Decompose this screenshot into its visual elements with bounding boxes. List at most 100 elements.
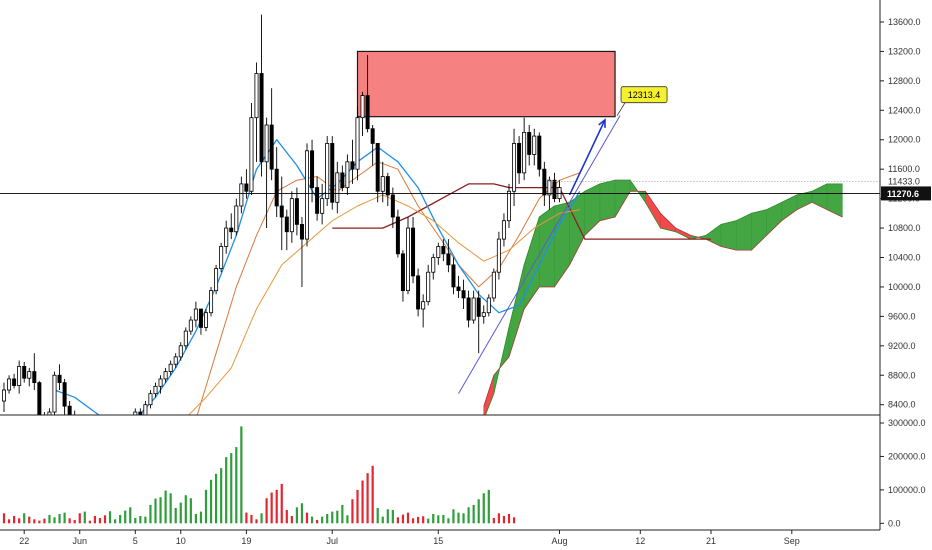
volume-bar-up [83, 511, 86, 524]
candle-down [350, 161, 355, 170]
candle-up [214, 268, 219, 292]
time-tick-label: 15 [433, 536, 443, 546]
candle-up [168, 363, 173, 372]
volume-bar-up [184, 495, 187, 524]
volume-bar-up [108, 511, 112, 524]
last-close-axis-label: 11433.0 [888, 176, 920, 186]
volume-bar-up [346, 515, 349, 524]
candle-down [67, 405, 72, 415]
candle-down [315, 187, 320, 214]
volume-bar-down [68, 518, 71, 524]
candle-up [481, 312, 486, 317]
candle-down [461, 290, 466, 299]
volume-bar-down [28, 516, 31, 524]
candle-down [62, 382, 67, 407]
time-tick-label: Jun [72, 536, 87, 546]
volume-bar-down [290, 515, 293, 524]
volume-bar-down [78, 513, 81, 524]
candle-up [133, 411, 138, 415]
candle-up [506, 190, 511, 222]
volume-bar-down [406, 512, 410, 524]
resistance-zone [356, 50, 616, 118]
candle-up [193, 308, 198, 321]
candle-up [43, 419, 46, 423]
candles [2, 14, 562, 456]
candle-up [335, 172, 340, 203]
candle-up [421, 301, 426, 310]
candle-up [173, 356, 178, 365]
candle-up [114, 445, 117, 449]
candle-down [385, 176, 390, 196]
volume-bar-down [245, 512, 248, 524]
candle-down [269, 124, 274, 170]
volume-bar-down [18, 518, 21, 524]
price-tick-label: 12800.0 [888, 76, 921, 86]
volume-bar-up [336, 510, 339, 524]
volume-bar-up [376, 507, 379, 524]
candle-up [431, 257, 436, 273]
volume-bar-down [73, 519, 76, 524]
volume-bar-down [512, 517, 516, 524]
volume-bar-up [381, 516, 384, 524]
candle-down [279, 205, 284, 218]
price-tick-label: 8400.0 [888, 400, 916, 410]
volume-bar-down [492, 517, 495, 524]
current-price-label: 11270.6 [887, 189, 919, 199]
volume-bar-up [179, 502, 182, 524]
volume-bar-down [366, 473, 369, 524]
volume-bar-up [235, 447, 238, 524]
price-tick-label: 12000.0 [888, 135, 921, 145]
candle-down [37, 382, 42, 415]
candle-up [17, 366, 22, 386]
candle-up [547, 179, 552, 196]
volume-bar-down [411, 518, 415, 524]
candle-down [552, 179, 557, 200]
volume-bar-up [452, 509, 455, 524]
volume-bar-down [43, 518, 46, 524]
candle-down [451, 264, 456, 288]
candle-down [229, 227, 234, 233]
time-tick-label: 22 [19, 536, 29, 546]
candle-down [466, 297, 471, 321]
volume-bar-up [295, 507, 298, 524]
price-tick-label: 11600.0 [888, 164, 920, 174]
volume-bar-up [341, 504, 344, 524]
candle-up [522, 131, 527, 174]
candle-up [158, 378, 163, 387]
volume-bar-up [225, 457, 228, 524]
volume-bars [2, 426, 516, 524]
candle-down [244, 183, 249, 192]
candle-up [360, 95, 365, 119]
cloud-segment [751, 209, 767, 251]
candle-down [294, 198, 299, 225]
candle-down [527, 131, 532, 155]
candle-up [108, 449, 111, 456]
candle-down [446, 253, 451, 266]
volume-bar-up [386, 509, 389, 524]
current-price-badge [881, 186, 931, 201]
candle-down [88, 427, 91, 438]
candle-up [532, 135, 537, 155]
target-arrow-head [598, 118, 606, 128]
candle-up [203, 312, 208, 328]
time-tick-label: Jul [326, 536, 338, 546]
volume-bar-up [310, 516, 314, 524]
volume-bar-up [432, 513, 435, 524]
candle-up [239, 183, 244, 207]
volume-bar-up [472, 504, 475, 524]
cloud-segment [720, 220, 737, 251]
volume-bar-down [356, 489, 359, 524]
volume-bar-down [351, 499, 354, 524]
cloud-segment [599, 179, 616, 222]
candle-up [320, 198, 325, 214]
volume-bar-up [149, 504, 152, 524]
candle-down [57, 374, 62, 384]
volume-bar-down [13, 515, 16, 524]
candle-up [143, 404, 148, 415]
volume-bar-up [215, 473, 218, 524]
cloud-segment [735, 212, 752, 251]
candle-down [340, 172, 345, 188]
volume-tick-label: 100000.0 [888, 485, 926, 495]
price-tick-label: 10000.0 [888, 282, 921, 292]
